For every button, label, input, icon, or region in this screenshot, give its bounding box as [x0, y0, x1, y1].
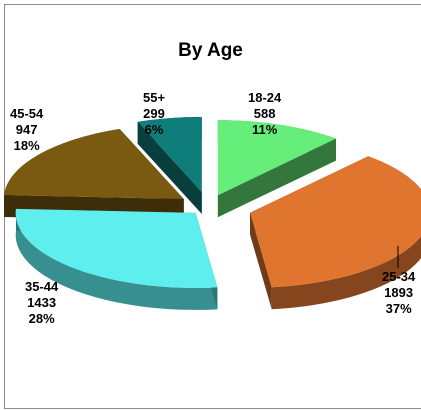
label-25-34-value: 1893 — [384, 285, 414, 300]
slice-side-35-44 — [15, 208, 218, 310]
slice-25-34 — [250, 156, 421, 288]
slice-wall-25-34-1 — [250, 212, 272, 310]
label-25-34: 25-34 1893 37% — [382, 269, 415, 317]
label-18-24-percent: 11% — [251, 122, 278, 137]
label-18-24: 18-24 588 11% — [248, 90, 281, 138]
slice-wall-55+-0 — [137, 121, 202, 214]
label-55-plus-value: 299 — [143, 106, 165, 121]
slice-45-54 — [4, 128, 184, 200]
label-35-44-category: 35-44 — [25, 279, 59, 294]
label-35-44-value: 1433 — [27, 295, 57, 310]
label-25-34-category: 25-34 — [382, 269, 416, 284]
label-55-plus: 55+ 299 6% — [143, 90, 165, 138]
slice-side-25-34 — [271, 156, 421, 310]
label-45-54-category: 45-54 — [10, 106, 44, 121]
label-45-54-value: 947 — [15, 122, 38, 137]
label-18-24-category: 18-24 — [248, 90, 282, 105]
slice-wall-18-24-1 — [217, 138, 336, 218]
label-45-54: 45-54 947 18% — [10, 106, 43, 154]
label-25-34-percent: 37% — [385, 301, 412, 316]
slice-55+ — [137, 116, 202, 192]
slice-18-24 — [217, 120, 336, 196]
label-18-24-value: 588 — [253, 106, 276, 121]
label-55-plus-percent: 6% — [144, 122, 164, 137]
slice-35-44 — [15, 208, 218, 288]
label-45-54-percent: 18% — [13, 138, 40, 153]
label-35-44-percent: 28% — [28, 311, 55, 326]
label-55-plus-category: 55+ — [143, 90, 166, 105]
chart-title: By Age — [178, 40, 243, 61]
label-35-44: 35-44 1433 28% — [25, 279, 58, 327]
